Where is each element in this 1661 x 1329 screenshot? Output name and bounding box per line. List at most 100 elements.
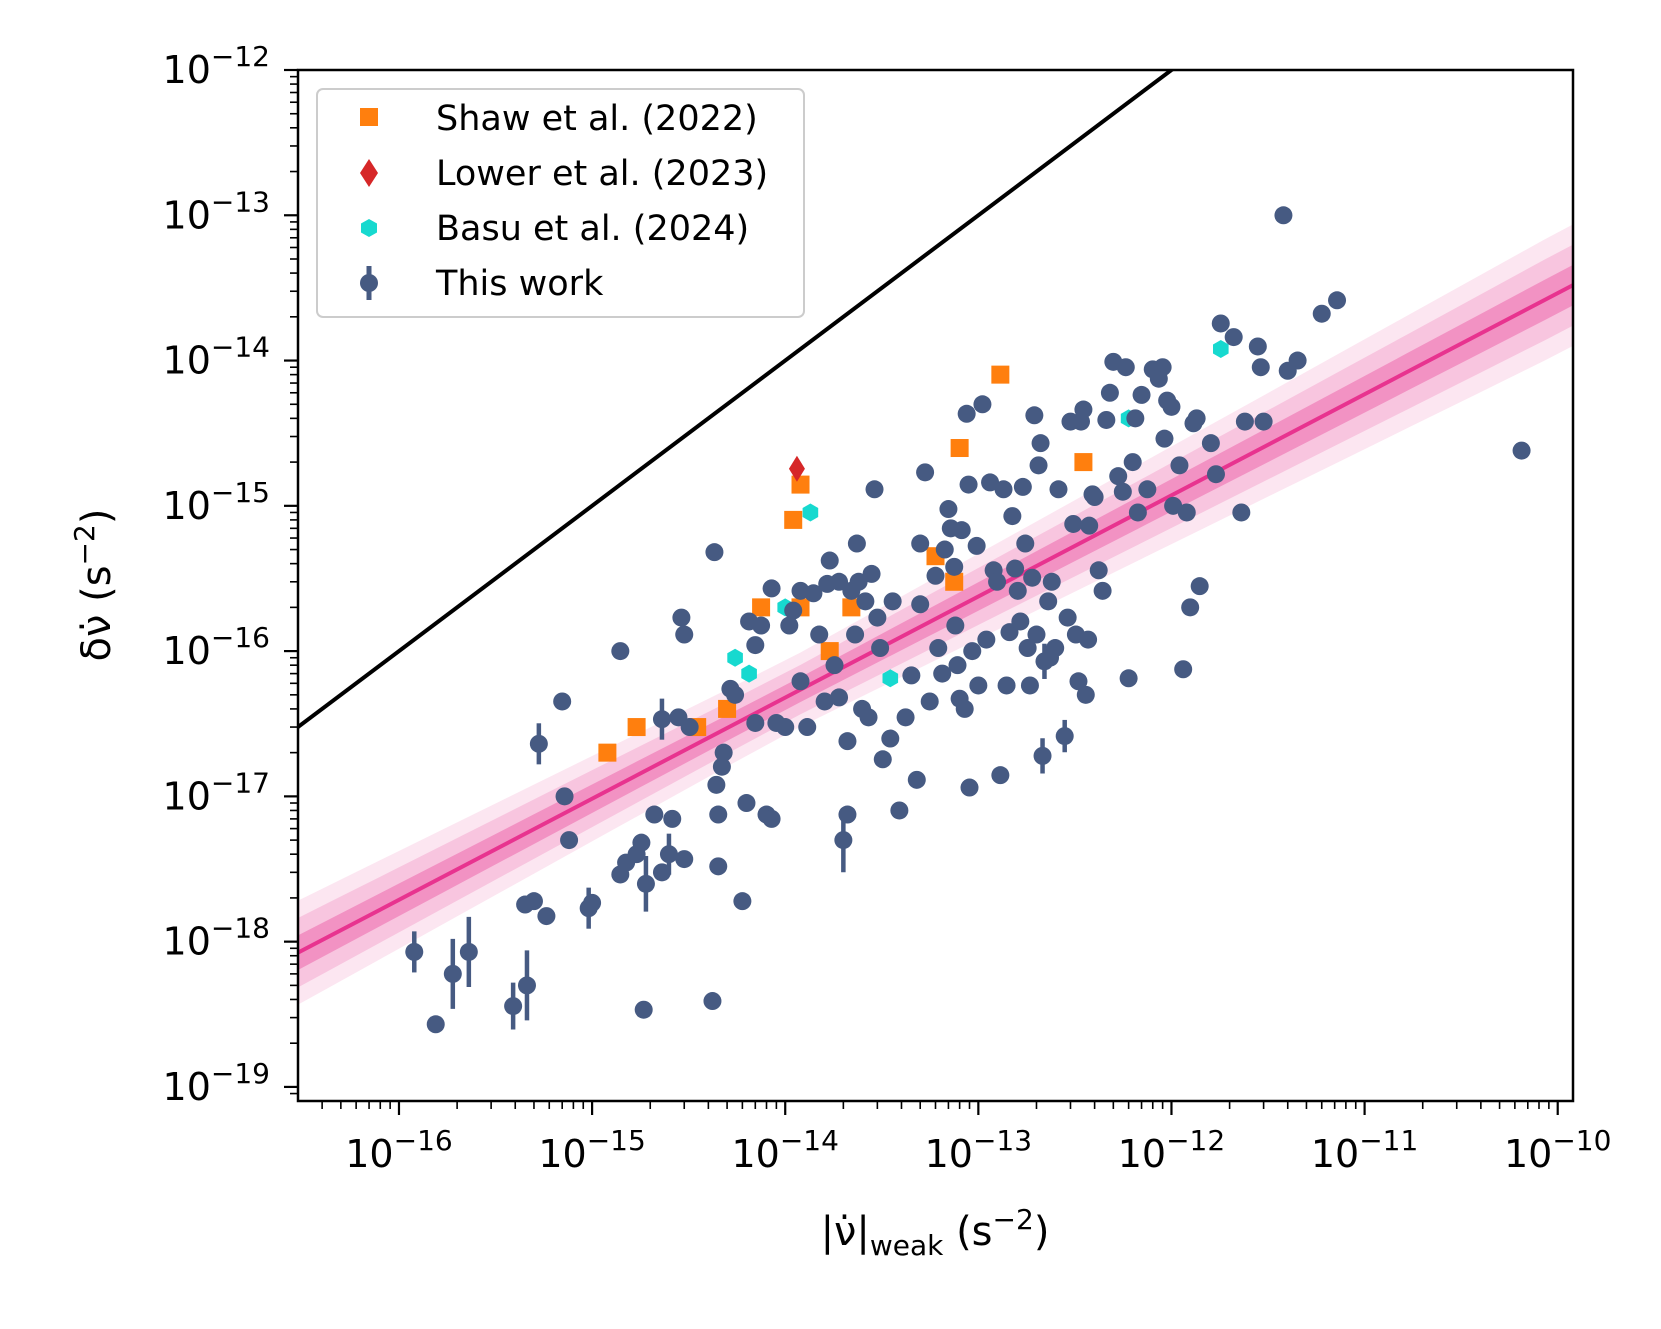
this-work-point-108 (973, 395, 992, 414)
shaw-et-al-2022-point-5 (784, 510, 803, 529)
this-work-point-189 (1288, 351, 1307, 370)
this-work-point-180 (1211, 314, 1230, 333)
this-work-point-132 (1039, 592, 1058, 611)
y-axis-label: δν̇ (s−2) (68, 509, 120, 662)
this-work-point-81 (883, 592, 902, 611)
this-work-point-88 (916, 463, 935, 482)
this-work-point-98 (948, 656, 967, 675)
this-work-point-11 (555, 787, 574, 806)
this-work-point-93 (935, 540, 954, 559)
reference-and-fit-lines (298, 70, 1573, 955)
this-work-point-20 (636, 874, 655, 893)
this-work-point-190 (1312, 304, 1331, 323)
this-work-point-169 (1162, 397, 1181, 416)
this-work-point-32 (703, 992, 722, 1011)
this-work-point-62 (825, 656, 844, 675)
this-work-point-57 (804, 584, 823, 603)
this-work-point-8 (529, 734, 548, 753)
this-work-point-127 (1027, 625, 1046, 644)
this-work-point-34 (707, 775, 726, 794)
this-work-point-45 (746, 636, 765, 655)
this-work-point-41 (733, 892, 752, 911)
this-work-point-82 (890, 801, 909, 820)
this-work-point-12 (560, 831, 579, 850)
equality-line (298, 70, 1175, 730)
this-work-point-86 (911, 534, 930, 553)
fit-line (298, 282, 1573, 955)
this-work-point-140 (1064, 514, 1083, 533)
this-work-point-37 (712, 757, 731, 776)
this-work-point-10 (553, 692, 572, 711)
this-work-point-183 (1235, 412, 1254, 431)
y-tick-label: 10−18 (163, 912, 270, 964)
y-tick-label: 10−16 (163, 621, 270, 673)
basu-et-al-2024-point-6 (1213, 340, 1229, 358)
legend-label-shaw: Shaw et al. (2022) (436, 99, 758, 139)
basu-et-al-2024-point-4 (882, 669, 899, 688)
this-work-point-69 (846, 625, 865, 644)
this-work-point-65 (834, 831, 853, 850)
x-tick-label: 10−12 (1118, 1124, 1225, 1176)
y-tick-label: 10−19 (163, 1057, 270, 1109)
this-work-point-31 (680, 718, 699, 737)
this-work-point-77 (868, 608, 887, 627)
this-work-point-103 (959, 475, 978, 494)
shaw-et-al-2022-point-13 (991, 365, 1010, 384)
this-work-point-157 (1116, 358, 1135, 377)
this-work-point-48 (762, 809, 781, 828)
this-work-point-104 (960, 778, 979, 797)
this-work-point-117 (1003, 507, 1022, 526)
this-work-point-78 (871, 639, 890, 658)
this-work-point-14 (583, 893, 602, 912)
this-work-point-2 (443, 964, 462, 983)
this-work-point-97 (946, 616, 965, 635)
shaw-et-al-2022-point-14 (1074, 453, 1093, 472)
this-work-point-58 (810, 625, 829, 644)
this-work-point-100 (952, 521, 971, 540)
shaw-et-al-2022-point-4 (752, 598, 771, 617)
this-work-point-89 (920, 692, 939, 711)
this-work-point-79 (873, 750, 892, 769)
x-tick-label: 10−11 (1311, 1124, 1418, 1176)
this-work-point-172 (1174, 660, 1193, 679)
x-tick-label: 10−16 (345, 1124, 452, 1176)
fit-band-1-sigma (298, 224, 1573, 1005)
this-work-point-3 (459, 942, 478, 961)
shaw-et-al-2022-point-0 (598, 743, 617, 762)
this-work-point-178 (1201, 434, 1220, 453)
this-work-point-130 (1033, 746, 1052, 765)
this-work-point-162 (1132, 385, 1151, 404)
shaw-et-al-2022-point-8 (820, 642, 839, 661)
this-work-point-176 (1187, 409, 1206, 428)
this-work-point-53 (784, 601, 803, 620)
this-work-point-113 (991, 766, 1010, 785)
this-work-point-7 (524, 892, 543, 911)
this-work-point-61 (820, 551, 839, 570)
this-work-point-119 (1008, 581, 1027, 600)
this-work-point-150 (1089, 561, 1108, 580)
this-work-point-159 (1123, 453, 1142, 472)
this-work-point-192 (1512, 441, 1531, 460)
shaw-et-al-2022-point-12 (950, 439, 969, 458)
this-work-point-174 (1181, 598, 1200, 617)
this-work-point-177 (1190, 577, 1209, 596)
this-work-point-128 (1029, 456, 1048, 475)
legend-label-basu: Basu et al. (2024) (436, 209, 749, 249)
this-work-point-171 (1170, 456, 1189, 475)
basu-et-al-2024-point-1 (741, 664, 757, 683)
this-work-point-9 (537, 907, 556, 926)
this-work-point-26 (652, 710, 671, 729)
legend-marker-shaw (360, 108, 378, 126)
legend-marker-this-work (360, 274, 378, 292)
this-work-point-24 (659, 845, 678, 864)
y-tick-label: 10−14 (163, 331, 270, 383)
shaw-et-al-2022-point-6 (791, 475, 810, 494)
this-work-point-91 (929, 639, 948, 658)
lower-et-al-2023-point-0 (788, 455, 805, 482)
this-work-point-67 (838, 805, 857, 824)
this-work-point-28 (672, 608, 691, 627)
this-work-point-73 (856, 592, 875, 611)
this-work-point-101 (955, 699, 974, 718)
this-work-point-191 (1328, 291, 1347, 310)
this-work-point-19 (632, 833, 651, 852)
